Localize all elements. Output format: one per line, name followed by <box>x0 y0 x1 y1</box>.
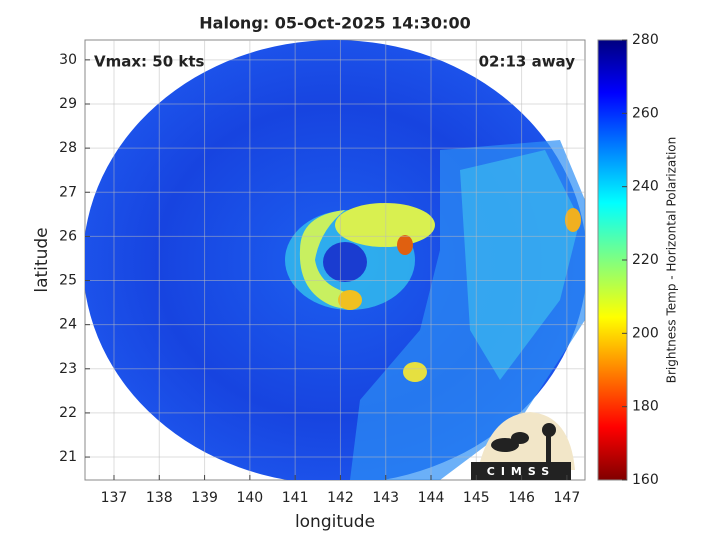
y-tick-label: 24 <box>59 317 77 333</box>
logo-text: CIMSS <box>487 465 555 478</box>
colorbar-tick-label: 160 <box>632 472 659 488</box>
image <box>85 40 585 480</box>
annotation: Vmax: 50 kts <box>94 53 204 71</box>
y-tick-label: 27 <box>59 184 77 200</box>
x-axis-label: longitude <box>295 512 375 532</box>
y-tick-label: 25 <box>59 273 77 289</box>
logo: CIMSS <box>471 412 575 480</box>
y-tick-label: 29 <box>59 96 77 112</box>
x-tick-label: 144 <box>418 490 445 506</box>
x-tick-label: 146 <box>508 490 535 506</box>
colorbar-tick-label: 200 <box>632 325 659 341</box>
colorbar-tick-label: 240 <box>632 179 659 195</box>
y-axis-label: latitude <box>32 227 52 292</box>
colorbar-tick-label: 220 <box>632 252 659 268</box>
y-tick-label: 23 <box>59 361 77 377</box>
x-tick-label: 139 <box>191 490 218 506</box>
y-tick-label: 21 <box>59 449 77 465</box>
annotation: 02:13 away <box>479 53 576 71</box>
x-tick-label: 143 <box>372 490 399 506</box>
title: Halong: 05-Oct-2025 14:30:00 <box>199 14 470 33</box>
colorbar-tick-label: 180 <box>632 399 659 415</box>
colorbar-tick-label: 280 <box>632 32 659 48</box>
x-tick-label: 142 <box>327 490 354 506</box>
x-tick-label: 140 <box>236 490 263 506</box>
y-tick-label: 30 <box>59 52 77 68</box>
x-tick-label: 145 <box>463 490 490 506</box>
y-tick-label: 28 <box>59 140 77 156</box>
colorbar-tick-label: 260 <box>632 105 659 121</box>
x-tick-label: 147 <box>554 490 581 506</box>
colorbar-label: Brightness Temp - Horizontal Polarizatio… <box>665 137 679 384</box>
x-tick-label: 137 <box>101 490 128 506</box>
x-tick-label: 141 <box>282 490 309 506</box>
x-tick-label: 138 <box>146 490 173 506</box>
y-tick-label: 22 <box>59 405 77 421</box>
y-tick-label: 26 <box>59 228 77 244</box>
